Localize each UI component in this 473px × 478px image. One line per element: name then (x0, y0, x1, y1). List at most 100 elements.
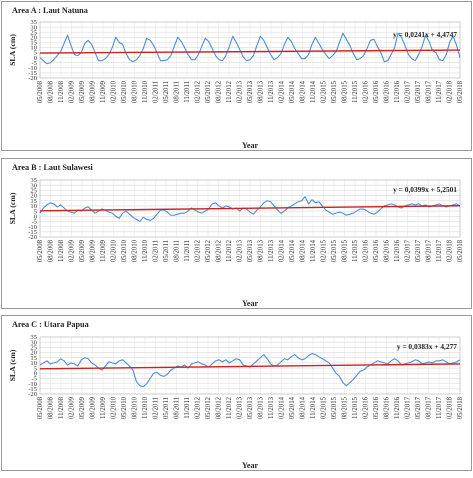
x-tick-label: 02/2016 (363, 396, 370, 419)
x-tick-label: 05/2016 (373, 239, 380, 262)
x-axis-label: Year (242, 141, 258, 150)
x-tick-label: 05/2011 (163, 397, 170, 419)
x-tick-label: 11/2012 (226, 239, 233, 262)
x-tick-label: 11/2011 (184, 397, 191, 419)
y-tick-label: 5 (34, 208, 38, 215)
x-tick-label: 02/2010 (111, 396, 118, 419)
x-tick-label: 08/2013 (258, 396, 265, 419)
y-tick-label: 30 (30, 24, 37, 31)
y-tick-label: -20 (28, 391, 37, 398)
y-tick-label: 15 (30, 40, 37, 47)
x-tick-label: 02/2017 (405, 80, 412, 103)
x-tick-label: 11/2017 (436, 396, 443, 419)
x-tick-label: 11/2008 (58, 80, 65, 103)
x-tick-label: 05/2009 (79, 80, 86, 103)
x-tick-label: 02/2009 (69, 80, 76, 103)
x-tick-label: 08/2008 (48, 80, 55, 103)
x-tick-label: 05/2018 (457, 80, 464, 103)
x-tick-label: 11/2012 (226, 80, 233, 103)
x-tick-label: 05/2012 (205, 239, 212, 262)
x-tick-label: 08/2012 (216, 239, 223, 262)
x-tick-label: 11/2017 (436, 80, 443, 103)
x-tick-label: 02/2012 (195, 80, 202, 103)
x-tick-label: 11/2013 (268, 80, 275, 103)
trend-line (39, 49, 461, 54)
y-tick-label: -5 (32, 376, 38, 383)
x-axis-label: Year (242, 461, 258, 470)
x-tick-label: 08/2013 (258, 239, 265, 262)
x-tick-label: 05/2013 (247, 239, 254, 262)
x-tick-label: 02/2011 (153, 397, 160, 419)
x-tick-label: 11/2016 (394, 239, 401, 262)
y-tick-label: -10 (28, 224, 37, 231)
x-tick-label: 11/2013 (268, 396, 275, 419)
x-tick-label: 11/2012 (226, 396, 233, 419)
x-tick-label: 11/2010 (142, 80, 149, 103)
x-tick-label: 05/2017 (415, 239, 422, 262)
trend-equation: y = 0,0383x + 4,277 (397, 342, 457, 351)
x-tick-label: 05/2016 (373, 396, 380, 419)
x-tick-label: 02/2015 (321, 80, 328, 103)
y-tick-label: -15 (28, 229, 37, 236)
x-tick-label: 02/2013 (237, 396, 244, 419)
y-tick-label: -20 (28, 75, 37, 82)
x-tick-label: 02/2014 (279, 239, 286, 262)
x-tick-label: 02/2009 (69, 239, 76, 262)
x-tick-label: 05/2014 (289, 80, 296, 103)
x-tick-label: 02/2017 (405, 239, 412, 262)
x-tick-label: 08/2014 (300, 80, 307, 103)
y-tick-label: -10 (28, 381, 37, 388)
trend-line (39, 363, 461, 370)
plot-area-border (39, 21, 461, 79)
x-tick-label: 05/2016 (373, 80, 380, 103)
x-tick-label: 05/2015 (331, 80, 338, 103)
trend-equation: y = 0,0399x + 5,2501 (393, 185, 457, 194)
x-tick-label: 08/2008 (48, 239, 55, 262)
x-tick-label: 05/2009 (79, 396, 86, 419)
y-tick-label: 10 (30, 203, 37, 210)
x-tick-label: 08/2016 (384, 239, 391, 262)
y-tick-label: -20 (28, 234, 37, 241)
x-tick-label: 05/2010 (121, 80, 128, 103)
x-tick-label: 05/2009 (79, 239, 86, 262)
y-tick-label: 25 (30, 345, 37, 352)
y-axis-label: SLA (cm) (8, 34, 17, 66)
x-tick-label: 05/2008 (37, 396, 44, 419)
plot-area-border (39, 336, 461, 395)
x-tick-label: 02/2018 (447, 396, 454, 419)
y-tick-label: 20 (30, 350, 37, 357)
x-tick-label: 05/2011 (163, 240, 170, 262)
y-tick-label: 30 (30, 182, 37, 189)
x-tick-label: 05/2008 (37, 239, 44, 262)
x-tick-label: 05/2014 (289, 239, 296, 262)
panel-frame (1, 158, 472, 309)
y-tick-label: 35 (30, 177, 37, 184)
y-tick-label: 0 (34, 370, 38, 377)
x-tick-label: 08/2012 (216, 396, 223, 419)
x-tick-label: 05/2008 (37, 80, 44, 103)
y-tick-label: 0 (34, 213, 38, 220)
y-tick-label: 15 (30, 198, 37, 205)
x-tick-label: 02/2009 (69, 396, 76, 419)
x-tick-label: 08/2017 (426, 396, 433, 419)
x-tick-label: 02/2018 (447, 80, 454, 103)
x-tick-label: 11/2014 (310, 239, 317, 262)
y-tick-label: 35 (30, 334, 37, 341)
x-tick-label: 08/2009 (90, 396, 97, 419)
x-tick-label: 08/2016 (384, 80, 391, 103)
x-tick-label: 08/2015 (342, 239, 349, 262)
x-tick-label: 11/2015 (352, 239, 359, 262)
x-tick-label: 02/2012 (195, 239, 202, 262)
chart-title: Area A : Laut Natuna (12, 6, 88, 15)
x-tick-label: 08/2008 (48, 396, 55, 419)
x-tick-label: 02/2018 (447, 239, 454, 262)
x-tick-label: 02/2012 (195, 396, 202, 419)
x-tick-label: 11/2017 (436, 239, 443, 262)
x-tick-label: 02/2013 (237, 239, 244, 262)
y-tick-label: 20 (30, 193, 37, 200)
sla-series-line (39, 196, 461, 222)
x-tick-label: 08/2012 (216, 80, 223, 103)
x-tick-label: 02/2016 (363, 80, 370, 103)
x-tick-label: 11/2009 (100, 239, 107, 262)
